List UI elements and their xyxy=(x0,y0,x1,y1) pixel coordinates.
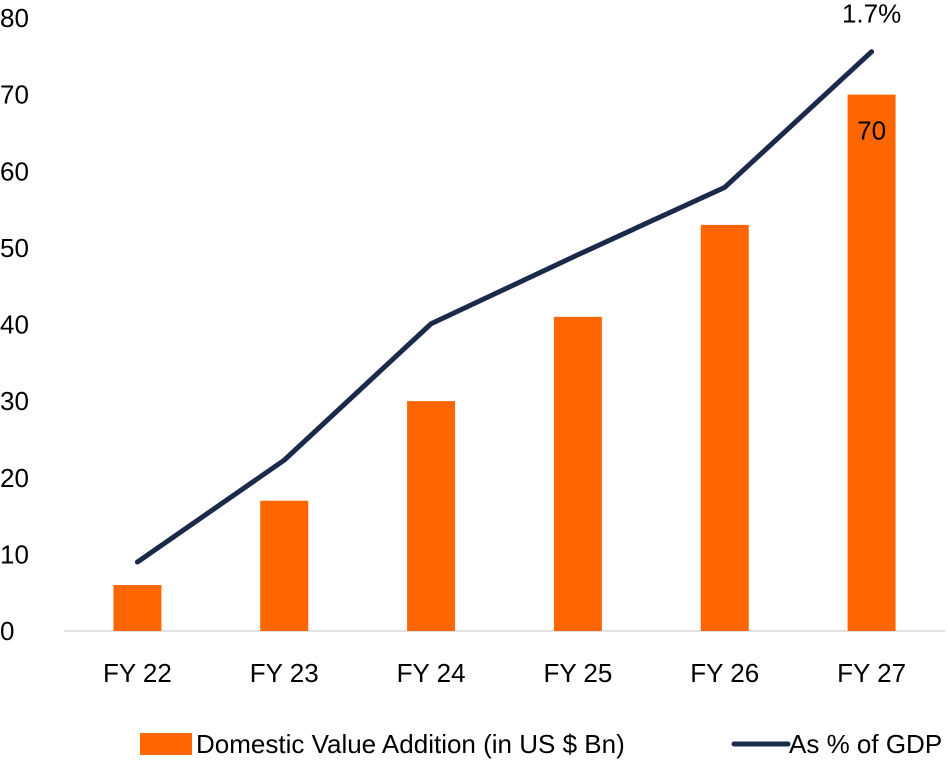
legend-bar-swatch xyxy=(140,733,192,755)
y-tick-label: 60 xyxy=(0,156,29,186)
y-tick-label: 40 xyxy=(0,310,29,340)
x-tick-label: FY 23 xyxy=(250,658,319,688)
x-tick-label: FY 22 xyxy=(103,658,172,688)
legend-bar-label: Domestic Value Addition (in US $ Bn) xyxy=(196,729,625,759)
bar-series xyxy=(113,94,896,631)
y-tick-label: 70 xyxy=(0,80,29,110)
data-label: 70 xyxy=(857,116,886,146)
bar xyxy=(700,224,749,631)
y-tick-label: 20 xyxy=(0,463,29,493)
data-label: 1.7% xyxy=(842,0,901,29)
y-tick-label: 80 xyxy=(0,3,29,33)
y-axis: 0 10 20 30 40 50 60 70 80 xyxy=(0,3,29,646)
bar xyxy=(113,585,162,631)
y-tick-label: 10 xyxy=(0,539,29,569)
bar xyxy=(553,316,602,631)
legend: Domestic Value Addition (in US $ Bn) As … xyxy=(140,729,942,759)
y-tick-label: 50 xyxy=(0,233,29,263)
gdp-line-series xyxy=(134,49,875,565)
data-labels: 70 1.7% xyxy=(842,0,901,146)
bar xyxy=(407,401,456,631)
bar xyxy=(847,94,896,631)
y-tick-label: 0 xyxy=(0,616,14,646)
legend-line-label: As % of GDP xyxy=(789,729,942,759)
y-tick-label: 30 xyxy=(0,386,29,416)
x-tick-label: FY 26 xyxy=(690,658,759,688)
x-tick-label: FY 27 xyxy=(837,658,906,688)
x-tick-label: FY 25 xyxy=(543,658,612,688)
x-axis: FY 22 FY 23 FY 24 FY 25 FY 26 FY 27 xyxy=(103,658,906,688)
bar xyxy=(260,500,309,631)
x-tick-label: FY 24 xyxy=(397,658,466,688)
